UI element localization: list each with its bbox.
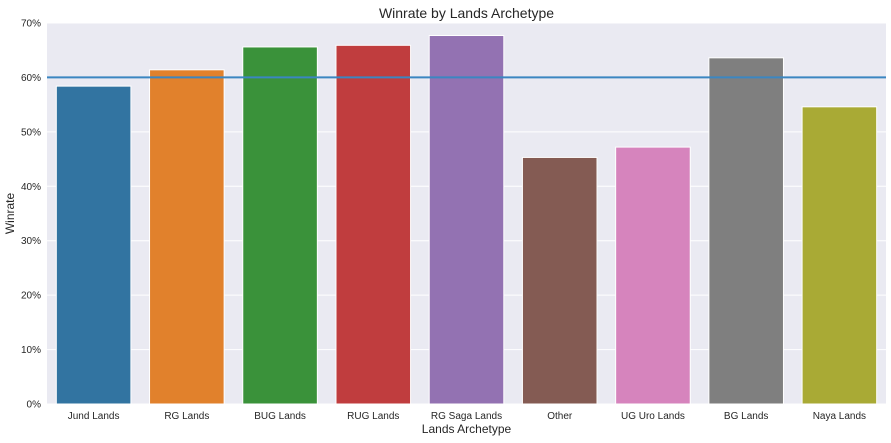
x-tick-label: UG Uro Lands <box>621 411 685 422</box>
y-tick-label: 0% <box>27 400 42 411</box>
bar-rg-saga-lands <box>428 35 505 405</box>
bar-rg-lands <box>149 69 225 405</box>
bar-naya-lands <box>801 106 878 405</box>
x-tick-label: BG Lands <box>724 411 768 422</box>
bar-jund-lands <box>55 85 132 405</box>
x-tick-label: RG Saga Lands <box>431 411 502 422</box>
x-axis-label: Lands Archetype <box>422 422 512 436</box>
y-tick-label: 30% <box>21 236 41 247</box>
chart-title: Winrate by Lands Archetype <box>379 5 554 21</box>
bar-bug-lands <box>242 46 318 405</box>
x-tick-labels: Jund Lands RG Lands BUG Lands RUG Lands RG S… <box>68 411 866 422</box>
bar-bg-lands <box>708 57 784 405</box>
bar-other <box>521 156 598 405</box>
y-tick-labels: 0% 10% 20% 30% 40% 50% 60% 70% <box>21 19 41 411</box>
y-tick-label: 20% <box>21 291 41 302</box>
bars <box>55 35 878 405</box>
y-tick-label: 50% <box>21 127 41 138</box>
x-tick-label: Other <box>547 411 573 422</box>
bar-rug-lands <box>335 44 412 405</box>
x-tick-label: Naya Lands <box>813 411 866 422</box>
y-tick-label: 60% <box>21 73 41 84</box>
x-tick-label: RG Lands <box>164 411 209 422</box>
x-tick-label: RUG Lands <box>347 411 399 422</box>
y-axis-label: Winrate <box>3 193 17 235</box>
y-tick-label: 40% <box>21 182 41 193</box>
y-tick-label: 10% <box>21 345 41 356</box>
x-tick-label: BUG Lands <box>254 411 306 422</box>
y-tick-label: 70% <box>21 19 41 30</box>
bar-ug-uro-lands <box>615 146 691 405</box>
x-tick-label: Jund Lands <box>68 411 120 422</box>
